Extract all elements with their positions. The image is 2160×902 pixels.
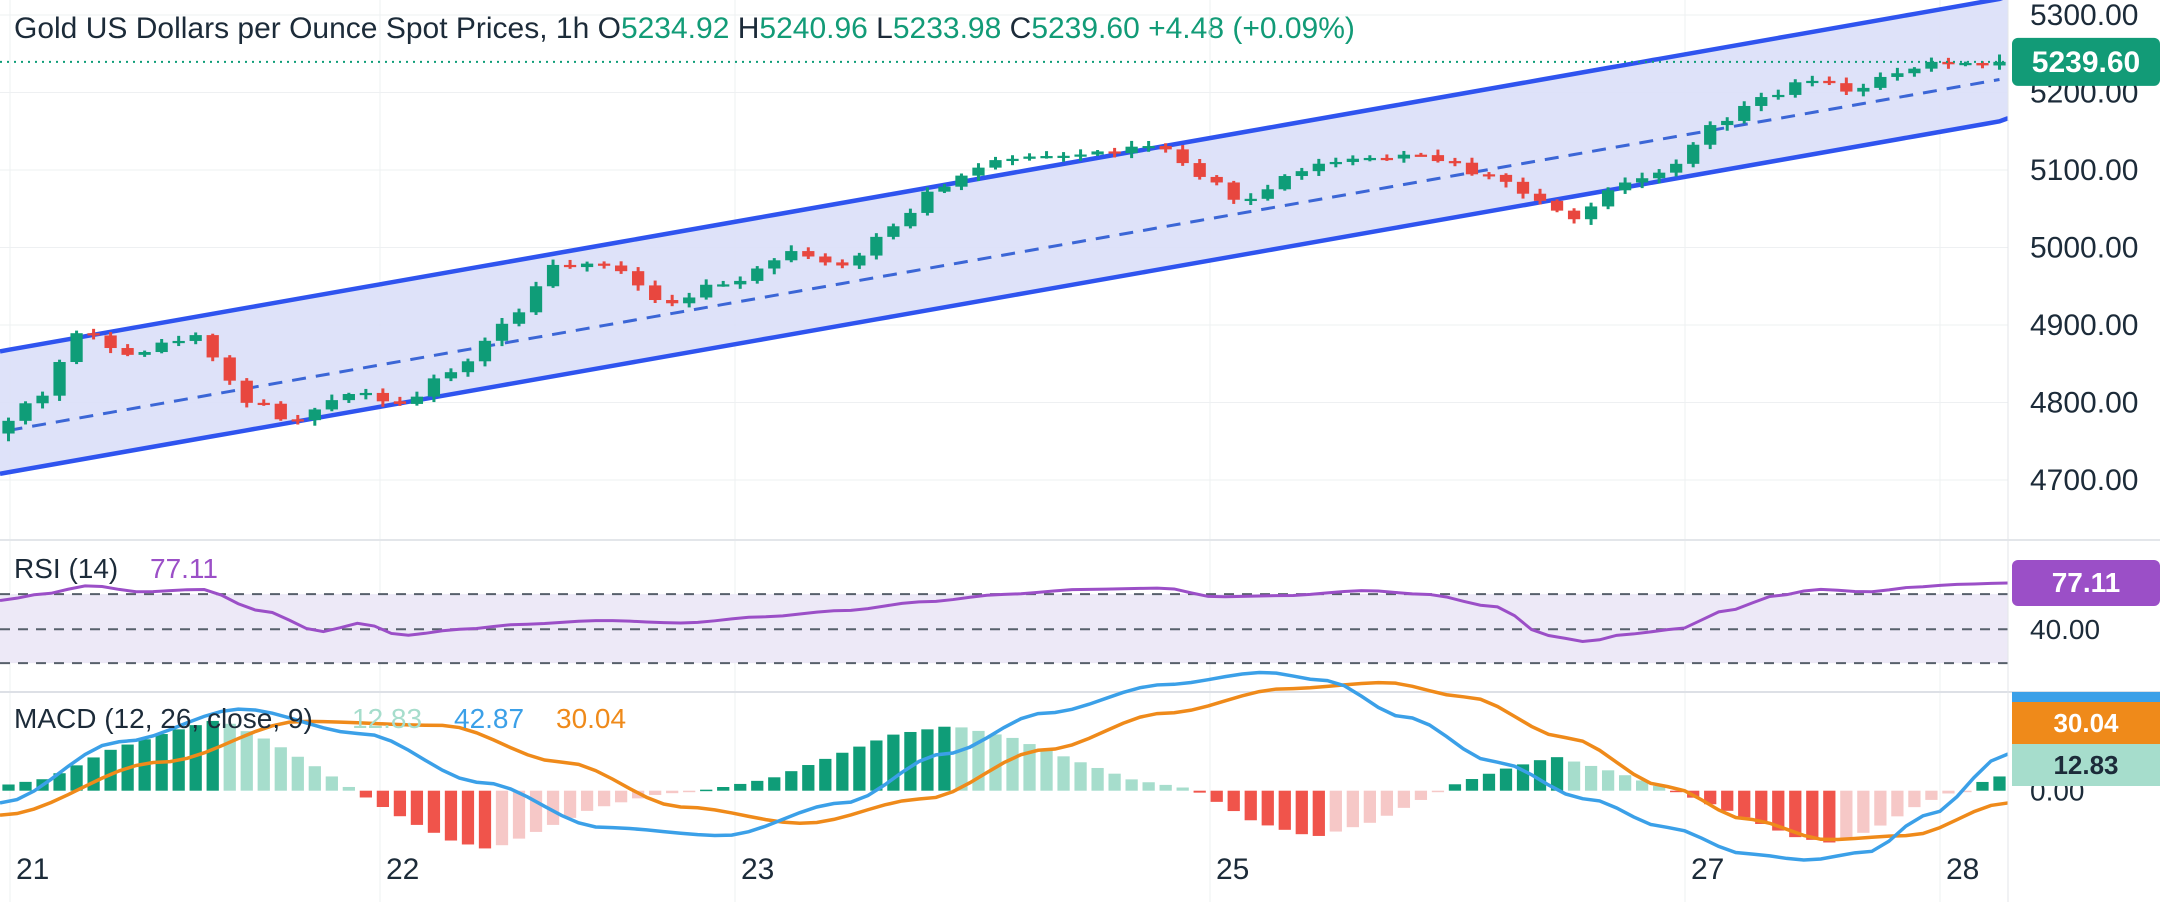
svg-text:22: 22	[386, 853, 419, 886]
svg-text:27: 27	[1691, 853, 1724, 886]
svg-text:4800.00: 4800.00	[2030, 387, 2138, 420]
svg-text:5239.60: 5239.60	[2032, 46, 2140, 79]
svg-text:12.83: 12.83	[2053, 750, 2118, 780]
svg-text:28: 28	[1946, 853, 1979, 886]
svg-text:MACD (12, 26, close, 9): MACD (12, 26, close, 9)	[14, 703, 313, 734]
svg-text:40.00: 40.00	[2030, 614, 2100, 645]
svg-text:30.04: 30.04	[2053, 708, 2119, 738]
svg-text:Gold US Dollars per Ounce Spot: Gold US Dollars per Ounce Spot Prices, 1…	[14, 12, 1355, 45]
svg-text:23: 23	[741, 853, 774, 886]
svg-text:25: 25	[1216, 853, 1249, 886]
svg-text:4900.00: 4900.00	[2030, 309, 2138, 342]
svg-text:77.11: 77.11	[2052, 567, 2121, 598]
svg-text:42.87: 42.87	[454, 703, 524, 734]
svg-text:RSI (14): RSI (14)	[14, 553, 118, 584]
svg-text:77.11: 77.11	[150, 553, 218, 584]
svg-text:5100.00: 5100.00	[2030, 154, 2138, 187]
svg-text:5000.00: 5000.00	[2030, 232, 2138, 265]
svg-text:5300.00: 5300.00	[2030, 0, 2138, 32]
svg-text:4700.00: 4700.00	[2030, 464, 2138, 497]
svg-text:12.83: 12.83	[352, 703, 422, 734]
svg-text:30.04: 30.04	[556, 703, 626, 734]
svg-text:21: 21	[16, 853, 49, 886]
